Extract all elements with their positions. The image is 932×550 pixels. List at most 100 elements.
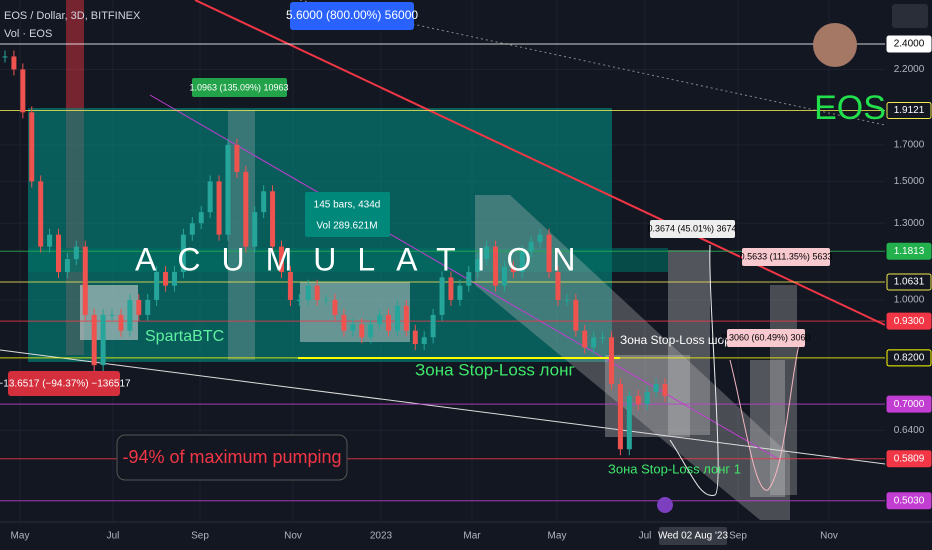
candle (617, 384, 623, 450)
projection-path (729, 339, 801, 491)
candle (377, 314, 383, 325)
time-label: Jul (107, 531, 120, 542)
candle (386, 314, 392, 331)
candle (466, 272, 472, 286)
candle (154, 272, 160, 300)
time-label: Jul (639, 531, 652, 542)
candle (662, 384, 668, 396)
price-tag (886, 242, 932, 260)
candle (207, 181, 213, 213)
note: -94% of maximum pumping (122, 447, 341, 467)
candle (510, 266, 516, 273)
time-label: Sep (729, 531, 747, 542)
candle (653, 384, 659, 392)
candle (56, 234, 62, 273)
zone-label: Зона Stop-Loss лонг (415, 360, 575, 379)
candle (82, 246, 88, 315)
candle (38, 181, 44, 247)
price-tag (886, 395, 932, 413)
projection-path (669, 244, 719, 496)
price-label: 1.0000 (894, 295, 925, 306)
candle (573, 299, 579, 331)
measure-box (8, 371, 120, 396)
candle (216, 181, 222, 235)
event-icon[interactable] (657, 497, 673, 513)
candle (287, 272, 293, 300)
trend-line (194, 0, 886, 326)
zone-label: Зона Stop-Loss лонг 1 (608, 461, 741, 476)
candle (537, 234, 543, 242)
candle (341, 314, 347, 331)
zone-label: Зона Stop-Loss шорт (620, 333, 737, 347)
candle (635, 395, 641, 405)
axis-button[interactable] (892, 4, 928, 28)
time-label: Sep (191, 531, 209, 542)
price-tag (886, 273, 932, 291)
price-axis-labels: 2.4000 2.2000 1.9121 1.7000 1.5000 1.3000 1.18… (886, 35, 932, 510)
candle (350, 324, 356, 331)
candle (546, 234, 552, 273)
candle (145, 299, 151, 315)
candle (305, 285, 311, 300)
candle (600, 337, 606, 339)
measure-label: 0.5633 (111.35%) 5633 (740, 251, 833, 261)
candle (332, 299, 338, 315)
candle (118, 314, 124, 331)
price-label: 0.5809 (894, 453, 925, 464)
candle (189, 223, 195, 235)
price-label: 0.9300 (894, 316, 925, 327)
accumulation-label: ACUMULATION (135, 241, 597, 277)
price-label: 1.5000 (894, 176, 925, 187)
projection-box (750, 360, 785, 497)
price-label: 0.6400 (894, 425, 925, 436)
candle (261, 191, 267, 213)
candle (555, 272, 561, 300)
candle (91, 314, 97, 366)
candle (421, 337, 427, 345)
candle (394, 305, 400, 331)
candle (47, 234, 53, 247)
time-label: Wed 02 Aug '23 (658, 531, 729, 542)
price-tag (886, 312, 932, 330)
price-label: 1.7000 (894, 139, 925, 150)
measure-box (727, 329, 805, 347)
candle (564, 299, 570, 301)
candle (252, 212, 258, 247)
trend-line (149, 94, 781, 461)
price-tag (886, 492, 932, 510)
candle (457, 285, 463, 300)
price-label: 1.3000 (894, 218, 925, 229)
price-label: 1.9121 (894, 105, 925, 116)
time-label: Nov (820, 531, 838, 542)
measure-label: 0.3674 (45.01%) 3674 (647, 223, 736, 233)
author: SpartaBTC (145, 328, 224, 345)
candle (519, 251, 525, 273)
candles (2, 50, 668, 456)
candle (64, 259, 70, 273)
candle (171, 272, 177, 286)
candle (475, 259, 481, 273)
bars-box (305, 192, 390, 237)
candle (180, 234, 186, 273)
candle (136, 299, 142, 315)
candle (626, 395, 632, 450)
candle (270, 191, 276, 247)
price-label: 2.4000 (894, 39, 925, 50)
ticker-logo: EOS (814, 89, 886, 127)
candle (591, 337, 597, 348)
candle (29, 112, 35, 182)
price-label: 2.2000 (894, 64, 925, 75)
measure-box (192, 78, 287, 97)
indicator: Vol · EOS (4, 28, 52, 40)
candle (109, 314, 115, 316)
measure-box (290, 2, 414, 30)
candle (163, 272, 169, 286)
bars-label: Vol 289.621M (316, 221, 377, 232)
time-label: May (11, 531, 30, 542)
time-label: Mar (463, 531, 481, 542)
candle (608, 337, 614, 385)
logo-icon (813, 23, 857, 67)
time-label: Nov (284, 531, 302, 542)
measure-box (650, 220, 735, 238)
